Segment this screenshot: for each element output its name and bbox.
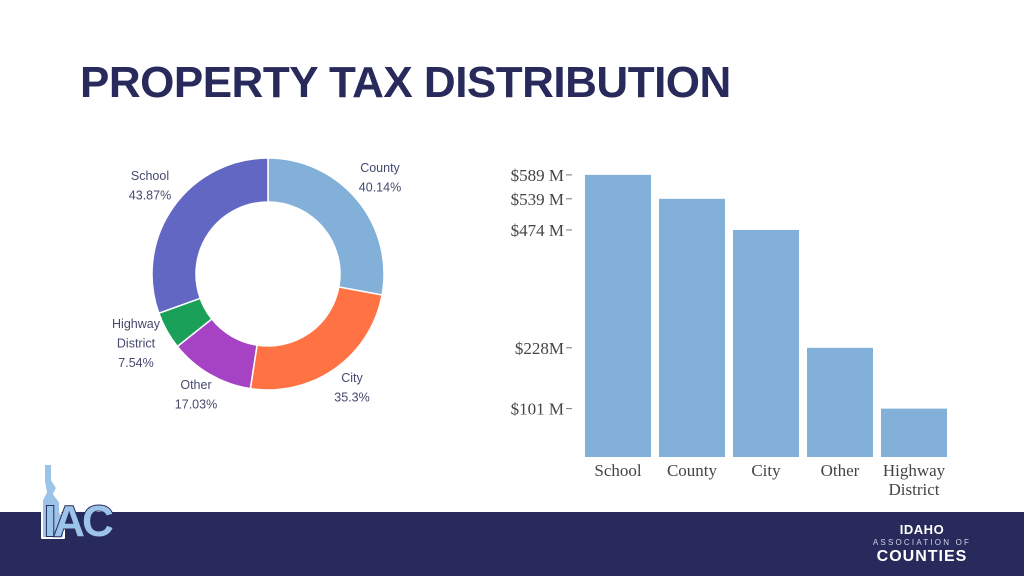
bar-county [659,198,725,457]
x-category-label: Highway District [883,461,946,499]
donut-label-county: County 40.14% [359,161,401,195]
page-title: PROPERTY TAX DISTRIBUTION [80,58,731,107]
bar-city [733,229,799,457]
logo-line-idaho: IDAHO [899,522,945,537]
bar-other [807,347,873,457]
y-tick-label: $589 M [511,166,564,185]
x-category-label: City [751,461,781,480]
y-tick-label: $474 M [511,221,564,240]
x-category-label: Other [821,461,860,480]
idaho-counties-logo: IDAHO ASSOCIATION OF COUNTIES [868,522,976,566]
bar-chart: $589 M School $539 M County $474 M City $228M O… [511,166,947,499]
donut-label-highway-district: Highway District 7.54% [112,317,161,370]
x-category-label: County [667,461,718,480]
donut-slice-county [267,157,385,296]
logo-line-counties: COUNTIES [876,548,968,565]
y-tick-label: $228M [515,339,564,358]
logo-line-association: ASSOCIATION OF [872,538,972,547]
x-category-label: School [594,461,642,480]
bar-school [585,174,651,457]
donut-slice-school [151,157,269,315]
iac-logo-text: IAC [44,497,113,546]
y-tick-label: $539 M [511,190,564,209]
y-tick-label: $101 M [511,400,564,419]
bar-highway-district [881,408,947,457]
donut-label-school: School 43.87% [129,169,171,203]
donut-chart: County 40.14% City 35.3% Other 17.03% Highway D… [112,157,401,412]
idaho-state-outline-icon [41,463,65,539]
footer-bar [0,512,1024,576]
iac-logo: IAC [41,463,117,547]
donut-label-other: Other 17.03% [175,378,217,412]
donut-label-city: City 35.3% [334,371,369,405]
